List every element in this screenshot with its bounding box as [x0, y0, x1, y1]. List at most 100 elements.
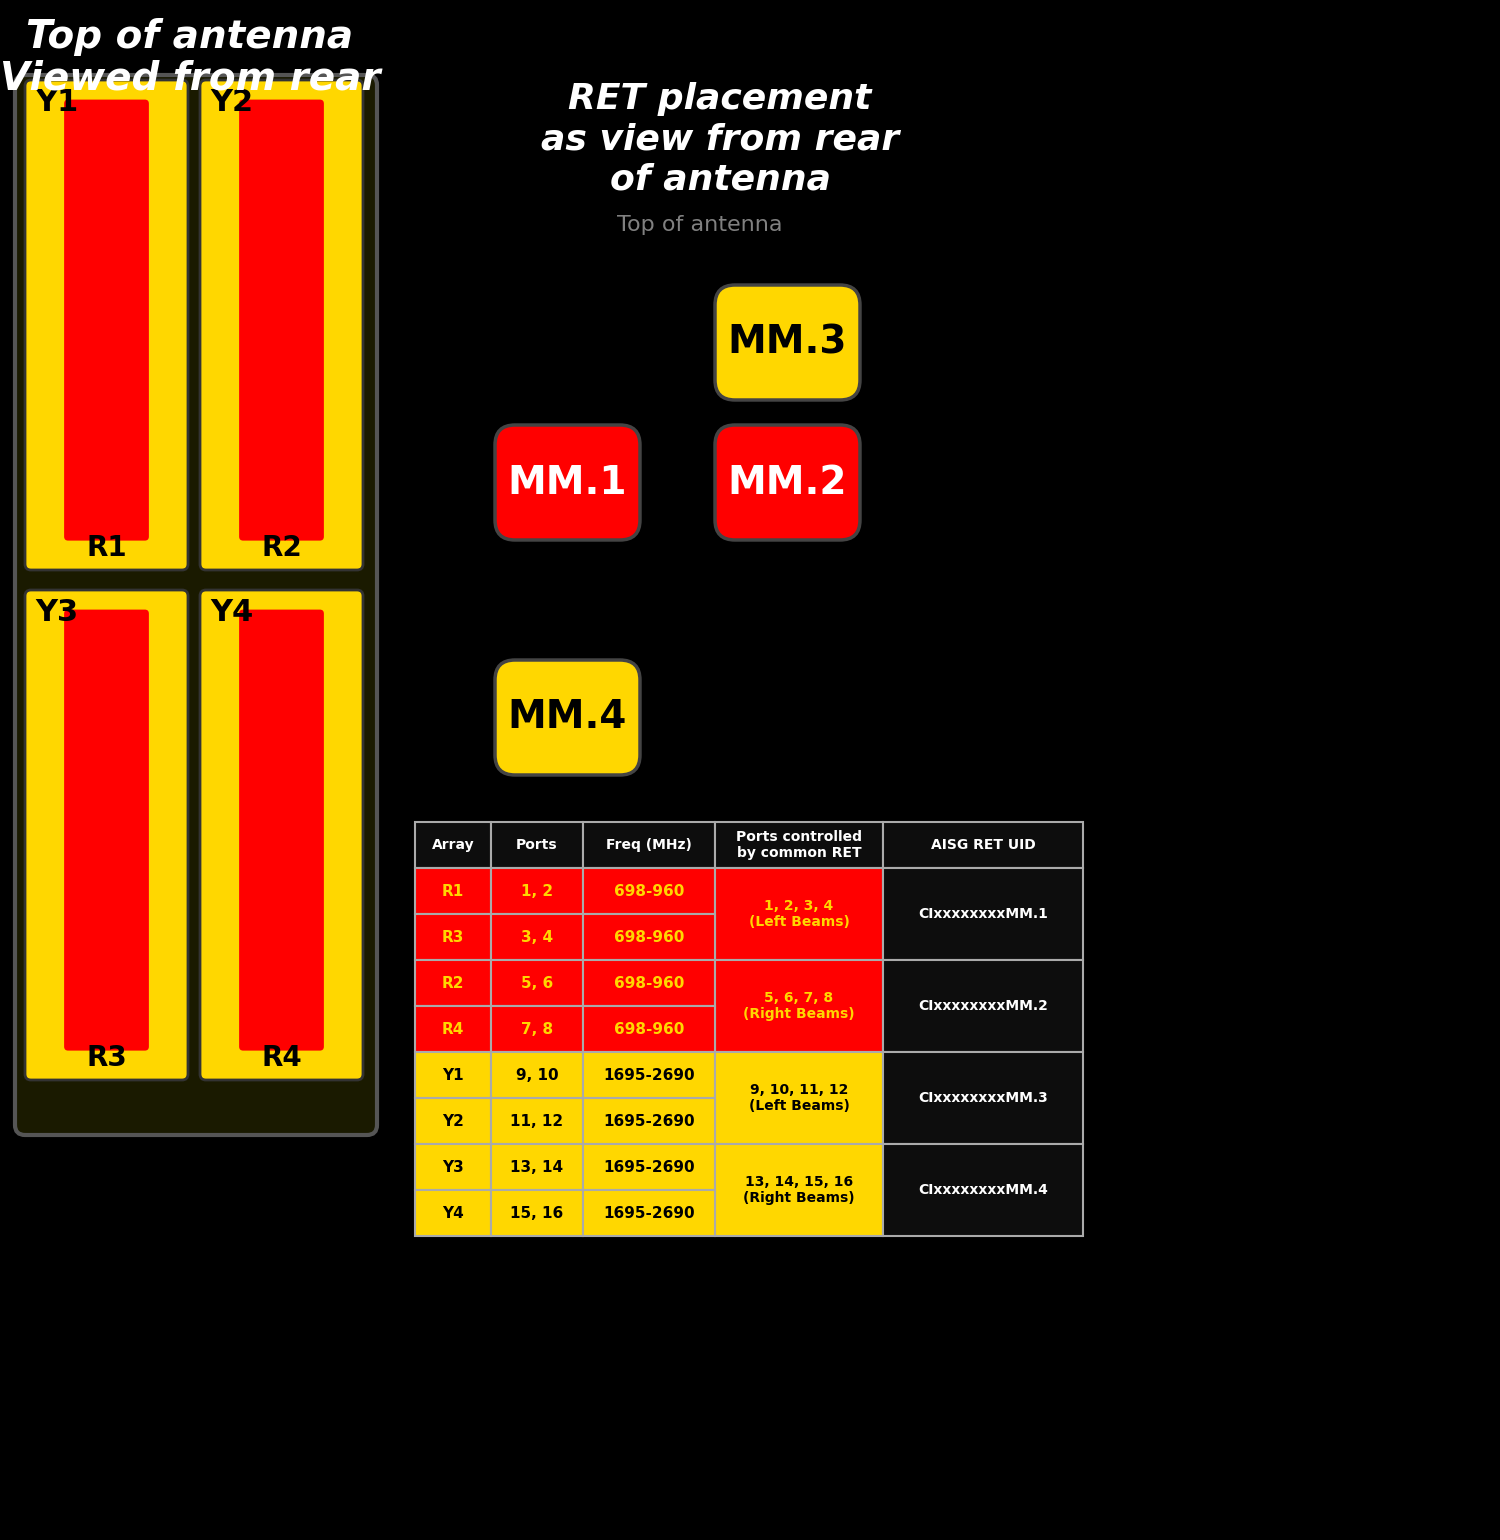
Text: R2: R2: [261, 534, 302, 562]
FancyBboxPatch shape: [200, 80, 363, 570]
Text: Ports: Ports: [516, 838, 558, 852]
Text: 13, 14: 13, 14: [510, 1160, 564, 1175]
FancyBboxPatch shape: [238, 610, 324, 1050]
Text: 1695-2690: 1695-2690: [603, 1067, 694, 1083]
Text: 698-960: 698-960: [614, 1021, 684, 1036]
FancyBboxPatch shape: [490, 869, 584, 915]
FancyBboxPatch shape: [416, 1144, 491, 1190]
Text: 11, 12: 11, 12: [510, 1113, 564, 1129]
FancyBboxPatch shape: [716, 822, 884, 869]
FancyBboxPatch shape: [200, 590, 363, 1080]
Text: 9, 10, 11, 12
(Left Beams): 9, 10, 11, 12 (Left Beams): [748, 1083, 849, 1113]
Text: 15, 16: 15, 16: [510, 1206, 564, 1221]
FancyBboxPatch shape: [238, 100, 324, 541]
FancyBboxPatch shape: [490, 1006, 584, 1052]
Text: 698-960: 698-960: [614, 930, 684, 944]
FancyBboxPatch shape: [490, 915, 584, 959]
FancyBboxPatch shape: [495, 425, 640, 541]
FancyBboxPatch shape: [884, 959, 1083, 1052]
Text: RET placement: RET placement: [568, 82, 872, 116]
Text: 698-960: 698-960: [614, 975, 684, 990]
Text: Y3: Y3: [442, 1160, 464, 1175]
FancyBboxPatch shape: [416, 1098, 491, 1144]
FancyBboxPatch shape: [490, 959, 584, 1006]
Text: Y3: Y3: [34, 598, 78, 627]
Text: R2: R2: [441, 975, 465, 990]
Text: 1695-2690: 1695-2690: [603, 1113, 694, 1129]
FancyBboxPatch shape: [416, 1190, 491, 1237]
FancyBboxPatch shape: [716, 1052, 884, 1144]
Text: R4: R4: [261, 1044, 302, 1072]
Text: R1: R1: [442, 884, 464, 898]
FancyBboxPatch shape: [884, 822, 1083, 869]
Text: 1695-2690: 1695-2690: [603, 1160, 694, 1175]
FancyBboxPatch shape: [716, 285, 860, 400]
FancyBboxPatch shape: [716, 869, 884, 959]
FancyBboxPatch shape: [416, 959, 491, 1006]
FancyBboxPatch shape: [64, 610, 148, 1050]
FancyBboxPatch shape: [716, 1144, 884, 1237]
Text: Freq (MHz): Freq (MHz): [606, 838, 692, 852]
Text: MM.2: MM.2: [728, 464, 848, 502]
FancyBboxPatch shape: [490, 822, 584, 869]
Text: CIxxxxxxxxMM.4: CIxxxxxxxxMM.4: [918, 1183, 1048, 1197]
Text: AISG RET UID: AISG RET UID: [930, 838, 1035, 852]
Text: 5, 6, 7, 8
(Right Beams): 5, 6, 7, 8 (Right Beams): [742, 990, 855, 1021]
FancyBboxPatch shape: [416, 822, 491, 869]
Text: R3: R3: [86, 1044, 128, 1072]
FancyBboxPatch shape: [584, 1052, 716, 1098]
FancyBboxPatch shape: [584, 959, 716, 1006]
Text: MM.1: MM.1: [507, 464, 627, 502]
FancyBboxPatch shape: [416, 1006, 491, 1052]
FancyBboxPatch shape: [884, 1144, 1083, 1237]
Text: Y1: Y1: [34, 88, 78, 117]
FancyBboxPatch shape: [884, 1052, 1083, 1144]
Text: of antenna: of antenna: [609, 162, 831, 196]
Text: CIxxxxxxxxMM.3: CIxxxxxxxxMM.3: [918, 1090, 1048, 1106]
FancyBboxPatch shape: [416, 1052, 491, 1098]
FancyBboxPatch shape: [15, 75, 376, 1135]
FancyBboxPatch shape: [584, 822, 716, 869]
Text: R3: R3: [442, 930, 464, 944]
FancyBboxPatch shape: [584, 1006, 716, 1052]
Text: Y4: Y4: [210, 598, 254, 627]
Text: 1, 2, 3, 4
(Left Beams): 1, 2, 3, 4 (Left Beams): [748, 899, 849, 929]
FancyBboxPatch shape: [416, 915, 491, 959]
Text: 5, 6: 5, 6: [520, 975, 554, 990]
FancyBboxPatch shape: [584, 1144, 716, 1190]
Text: CIxxxxxxxxMM.2: CIxxxxxxxxMM.2: [918, 999, 1048, 1013]
FancyBboxPatch shape: [495, 661, 640, 775]
Text: Y2: Y2: [210, 88, 254, 117]
FancyBboxPatch shape: [490, 1098, 584, 1144]
Text: 9, 10: 9, 10: [516, 1067, 558, 1083]
FancyBboxPatch shape: [884, 869, 1083, 959]
Text: 3, 4: 3, 4: [520, 930, 554, 944]
Text: Y1: Y1: [442, 1067, 464, 1083]
FancyBboxPatch shape: [716, 425, 860, 541]
Text: Y2: Y2: [442, 1113, 464, 1129]
Text: Ports controlled
by common RET: Ports controlled by common RET: [736, 830, 862, 861]
FancyBboxPatch shape: [490, 1052, 584, 1098]
Text: CIxxxxxxxxMM.1: CIxxxxxxxxMM.1: [918, 907, 1048, 921]
Text: 1, 2: 1, 2: [520, 884, 554, 898]
FancyBboxPatch shape: [716, 959, 884, 1052]
FancyBboxPatch shape: [584, 1190, 716, 1237]
Text: 7, 8: 7, 8: [520, 1021, 554, 1036]
FancyBboxPatch shape: [64, 100, 148, 541]
Text: Viewed from rear: Viewed from rear: [0, 60, 381, 99]
Text: as view from rear: as view from rear: [542, 122, 898, 156]
FancyBboxPatch shape: [490, 1190, 584, 1237]
FancyBboxPatch shape: [26, 590, 188, 1080]
Text: Array: Array: [432, 838, 474, 852]
FancyBboxPatch shape: [490, 1144, 584, 1190]
Text: MM.3: MM.3: [728, 323, 848, 362]
Text: MM.4: MM.4: [509, 699, 627, 736]
FancyBboxPatch shape: [584, 915, 716, 959]
Text: R1: R1: [86, 534, 128, 562]
Text: 13, 14, 15, 16
(Right Beams): 13, 14, 15, 16 (Right Beams): [742, 1175, 855, 1206]
Text: Y4: Y4: [442, 1206, 464, 1221]
FancyBboxPatch shape: [26, 80, 188, 570]
FancyBboxPatch shape: [416, 869, 491, 915]
Text: R4: R4: [442, 1021, 464, 1036]
FancyBboxPatch shape: [584, 869, 716, 915]
